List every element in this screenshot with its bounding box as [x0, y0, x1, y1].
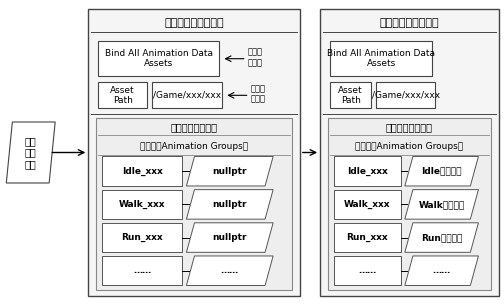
Text: Walk_xxx: Walk_xxx — [344, 200, 391, 209]
Text: 素材自动化读取工具: 素材自动化读取工具 — [164, 18, 224, 28]
Bar — [98, 41, 219, 76]
Polygon shape — [405, 223, 478, 252]
Text: nullptr: nullptr — [213, 233, 247, 242]
Bar — [98, 82, 147, 108]
Bar — [334, 256, 401, 285]
Polygon shape — [405, 190, 478, 219]
Text: Run_xxx: Run_xxx — [121, 233, 163, 242]
Bar — [330, 41, 432, 76]
Polygon shape — [6, 122, 55, 183]
Bar — [96, 118, 292, 290]
Text: ……: …… — [432, 266, 451, 275]
Bar — [330, 82, 371, 108]
Text: 动画
素材
数据: 动画 素材 数据 — [25, 136, 37, 169]
Text: 自动化设置的数据: 自动化设置的数据 — [386, 122, 433, 132]
Bar — [152, 82, 222, 108]
Text: 动画组（Animation Groups）: 动画组（Animation Groups） — [140, 142, 248, 151]
Bar — [334, 223, 401, 252]
Polygon shape — [186, 156, 273, 186]
Text: ……: …… — [221, 266, 239, 275]
Bar — [102, 190, 182, 219]
Text: Asset
Path: Asset Path — [110, 86, 135, 105]
Text: Idle_xxx: Idle_xxx — [122, 167, 162, 176]
Polygon shape — [405, 156, 478, 186]
Text: 指定素
材路径: 指定素 材路径 — [250, 84, 266, 103]
Text: Run动画素材: Run动画素材 — [421, 233, 462, 242]
Bar — [88, 9, 300, 296]
Text: /Game/xxx/xxx: /Game/xxx/xxx — [153, 91, 221, 100]
Polygon shape — [186, 223, 273, 252]
Bar — [328, 118, 491, 290]
Text: Bind All Animation Data
Assets: Bind All Animation Data Assets — [327, 49, 435, 68]
Text: nullptr: nullptr — [213, 167, 247, 176]
Bar — [102, 256, 182, 285]
Polygon shape — [186, 256, 273, 285]
Text: Walk动画素材: Walk动画素材 — [418, 200, 465, 209]
Bar — [376, 82, 435, 108]
Text: ……: …… — [133, 266, 151, 275]
Polygon shape — [186, 190, 273, 219]
Bar — [320, 9, 499, 296]
Text: /Game/xxx/xxx: /Game/xxx/xxx — [372, 91, 440, 100]
Bar — [334, 156, 401, 186]
Bar — [102, 223, 182, 252]
Text: Run_xxx: Run_xxx — [346, 233, 388, 242]
Text: ……: …… — [358, 266, 376, 275]
Text: nullptr: nullptr — [213, 200, 247, 209]
Text: Idle动画素材: Idle动画素材 — [421, 167, 462, 176]
Text: 一键绑
定按钮: 一键绑 定按钮 — [247, 48, 263, 67]
Polygon shape — [405, 256, 478, 285]
Bar — [102, 156, 182, 186]
Text: Walk_xxx: Walk_xxx — [119, 200, 165, 209]
Text: Idle_xxx: Idle_xxx — [347, 167, 388, 176]
Text: Bind All Animation Data
Assets: Bind All Animation Data Assets — [105, 49, 213, 68]
Bar — [334, 190, 401, 219]
Text: Asset
Path: Asset Path — [338, 86, 363, 105]
Text: 动画组（Animation Groups）: 动画组（Animation Groups） — [355, 142, 464, 151]
Text: 素材自动化读取工具: 素材自动化读取工具 — [380, 18, 439, 28]
Text: 自动化设置的数据: 自动化设置的数据 — [170, 122, 218, 132]
